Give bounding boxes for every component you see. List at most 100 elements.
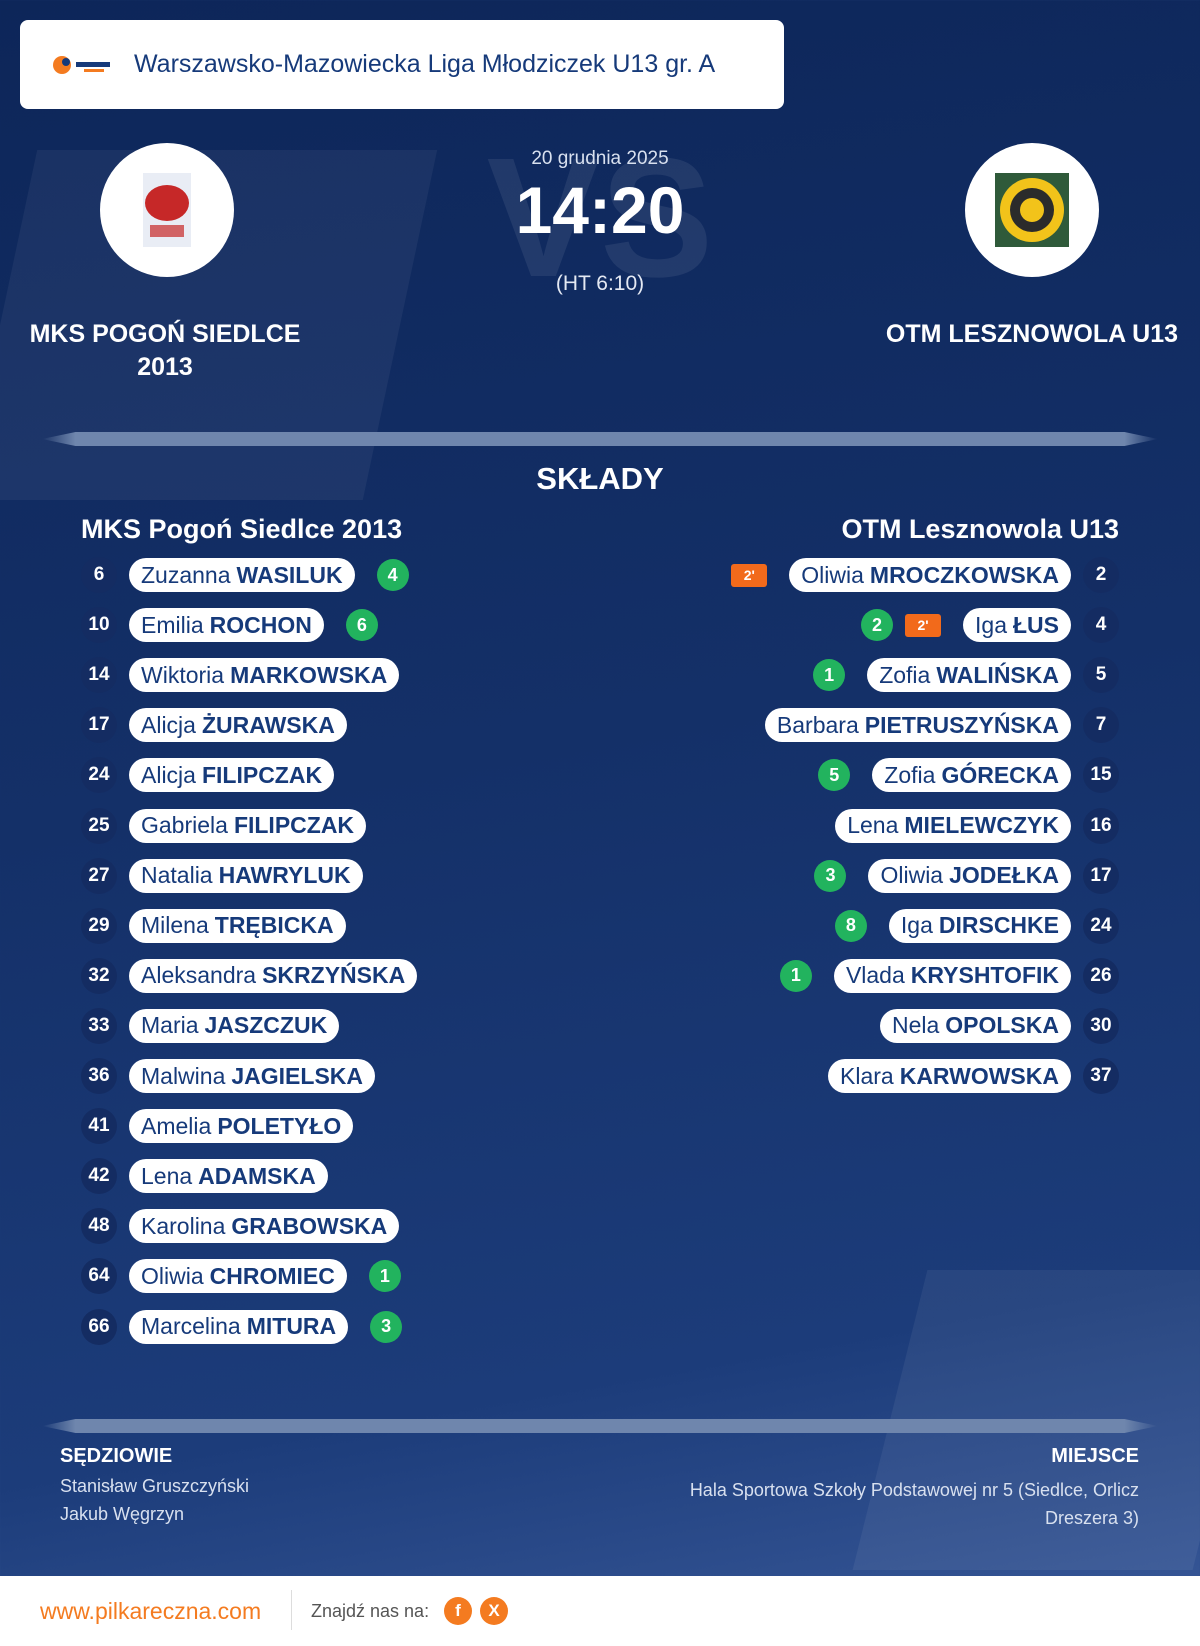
player-number: 15: [1083, 757, 1119, 794]
referee: Jakub Węgrzyn: [60, 1504, 185, 1524]
player-name: Aleksandra SKRZYŃSKA: [129, 958, 418, 993]
score: 14:20: [515, 173, 685, 247]
last-name: JASZCZUK: [204, 1012, 328, 1039]
first-name: Iga: [900, 912, 933, 939]
website[interactable]: www.pilkareczna.com: [40, 1598, 262, 1624]
first-name: Lena: [141, 1162, 193, 1189]
first-name: Zofia: [884, 761, 936, 788]
last-name: CHROMIEC: [209, 1262, 335, 1289]
player-name: Amelia POLETYŁO: [129, 1109, 354, 1144]
halftime: (HT 6:10): [555, 272, 645, 295]
player-number: 29: [81, 907, 117, 944]
player-number: 24: [1083, 907, 1119, 944]
player-number: 6: [81, 557, 117, 593]
first-name: Klara: [840, 1062, 894, 1089]
player-name: Vlada KRYSHTOFIK: [833, 958, 1071, 993]
player-name: Emilia ROCHON: [129, 608, 324, 643]
player-number: 48: [81, 1208, 117, 1245]
header-card: Warszawsko-Mazowiecka Liga Młodziczek U1…: [20, 20, 784, 109]
away-logo: [965, 143, 1099, 277]
x-icon[interactable]: X: [480, 1597, 508, 1625]
goals-badge: 5: [818, 759, 851, 792]
player-row: 10 Emilia ROCHON 6: [81, 607, 378, 644]
player-row: 14 Wiktoria MARKOWSKA: [81, 657, 400, 694]
player-number: 42: [81, 1158, 117, 1195]
player-row: 24 Iga DIRSCHKE 8: [834, 907, 1119, 944]
venue-text: Hala Sportowa Szkoły Podstawowej nr 5 (S…: [689, 1480, 1139, 1528]
last-name: MITURA: [246, 1313, 337, 1339]
goals-badge: 1: [813, 659, 846, 692]
last-name: PIETRUSZYŃSKA: [864, 711, 1059, 738]
footer: www.pilkareczna.com Znajdź nas na: f X: [0, 1576, 1200, 1646]
player-row: 2 Oliwia MROCZKOWSKA 2': [731, 557, 1119, 593]
player-row: 25 Gabriela FILIPCZAK: [81, 807, 367, 844]
player-number: 33: [81, 1007, 117, 1044]
match-date: 20 grudnia 2025: [531, 148, 669, 169]
player-row: 6 Zuzanna WASILUK 4: [81, 557, 409, 593]
player-name: Lena ADAMSKA: [129, 1159, 328, 1194]
player-row: 48 Karolina GRABOWSKA: [81, 1208, 400, 1245]
first-name: Vlada: [845, 962, 905, 989]
player-row: 29 Milena TRĘBICKA: [81, 907, 346, 944]
player-row: 30 Nela OPOLSKA: [879, 1007, 1119, 1044]
goals-badge: 1: [368, 1260, 401, 1293]
player-name: Oliwia JODEŁKA: [868, 858, 1071, 893]
last-name: GÓRECKA: [941, 761, 1059, 788]
last-name: ŻURAWSKA: [201, 711, 335, 738]
last-name: WALIŃSKA: [936, 661, 1059, 688]
last-name: JAGIELSKA: [231, 1062, 364, 1089]
player-number: 17: [81, 707, 117, 744]
last-name: DIRSCHKE: [938, 912, 1059, 939]
player-number: 10: [81, 607, 117, 644]
player-name: Gabriela FILIPCZAK: [129, 808, 367, 843]
player-row: 32 Aleksandra SKRZYŃSKA: [81, 957, 418, 994]
lineups-title: SKŁADY: [536, 461, 664, 496]
first-name: Milena: [141, 912, 209, 939]
home-name: MKS POGOŃ SIEDLCE 2013: [29, 320, 301, 381]
player-row: 66 Marcelina MITURA 3: [81, 1308, 403, 1345]
player-name: Maria JASZCZUK: [129, 1008, 340, 1043]
facebook-icon[interactable]: f: [444, 1597, 472, 1625]
last-name: GRABOWSKA: [231, 1212, 388, 1239]
last-name: SKRZYŃSKA: [262, 962, 406, 989]
player-number: 5: [1083, 657, 1119, 694]
player-name: Alicja ŻURAWSKA: [129, 708, 347, 743]
player-name: Lena MIELEWCZYK: [835, 808, 1071, 843]
player-name: Zuzanna WASILUK: [129, 558, 355, 592]
player-name: Marcelina MITURA: [129, 1309, 349, 1344]
first-name: Barbara: [776, 711, 859, 738]
goals-badge: 1: [779, 959, 812, 992]
player-number: 64: [81, 1258, 117, 1295]
player-name: Iga ŁUS: [963, 608, 1071, 643]
player-number: 16: [1083, 807, 1119, 844]
vs-watermark: VS: [486, 123, 714, 313]
player-number: 36: [81, 1058, 117, 1094]
player-name: Natalia HAWRYLUK: [129, 858, 363, 893]
player-row: 7 Barbara PIETRUSZYŃSKA: [764, 707, 1119, 744]
player-name: Zofia GÓRECKA: [872, 758, 1071, 793]
first-name: Oliwia: [801, 561, 864, 588]
last-name: MIELEWCZYK: [904, 812, 1059, 838]
first-name: Oliwia: [880, 862, 944, 889]
first-name: Emilia: [141, 611, 204, 638]
follow-text: Znajdź nas na:: [311, 1601, 430, 1621]
divider: [42, 1419, 1158, 1433]
player-number: 25: [81, 807, 117, 844]
first-name: Iga: [975, 611, 1007, 638]
player-number: 41: [81, 1108, 117, 1145]
site-logo: [53, 55, 110, 74]
away-heading: OTM Lesznowola U13: [841, 514, 1119, 544]
player-row: 42 Lena ADAMSKA: [81, 1158, 328, 1195]
player-row: 37 Klara KARWOWSKA: [828, 1058, 1119, 1094]
goals-badge: 2: [861, 609, 894, 642]
goals-badge: 3: [370, 1310, 403, 1343]
last-name: MROCZKOWSKA: [869, 561, 1059, 588]
player-name: Oliwia MROCZKOWSKA: [789, 558, 1071, 592]
player-name: Malwina JAGIELSKA: [129, 1059, 376, 1093]
player-name: Alicja FILIPCZAK: [129, 758, 335, 793]
first-name: Aleksandra: [141, 962, 257, 989]
last-name: HAWRYLUK: [218, 862, 351, 889]
last-name: ROCHON: [209, 611, 312, 638]
player-row: 24 Alicja FILIPCZAK: [81, 757, 335, 794]
